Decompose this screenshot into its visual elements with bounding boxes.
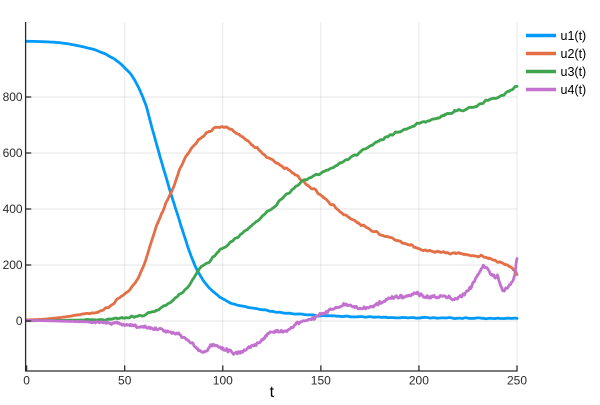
svg-text:200: 200 [3, 258, 23, 272]
svg-text:u4(t): u4(t) [561, 83, 587, 97]
svg-text:u3(t): u3(t) [561, 65, 587, 79]
svg-text:400: 400 [3, 202, 23, 216]
svg-text:u2(t): u2(t) [561, 47, 587, 61]
svg-text:50: 50 [118, 374, 132, 388]
svg-text:200: 200 [409, 374, 429, 388]
svg-text:250: 250 [507, 374, 527, 388]
svg-text:800: 800 [3, 90, 23, 104]
svg-text:150: 150 [311, 374, 331, 388]
svg-text:600: 600 [3, 146, 23, 160]
svg-text:0: 0 [16, 314, 23, 328]
svg-text:t: t [270, 384, 275, 400]
svg-text:100: 100 [213, 374, 233, 388]
svg-text:0: 0 [23, 374, 30, 388]
svg-text:u1(t): u1(t) [561, 29, 587, 43]
